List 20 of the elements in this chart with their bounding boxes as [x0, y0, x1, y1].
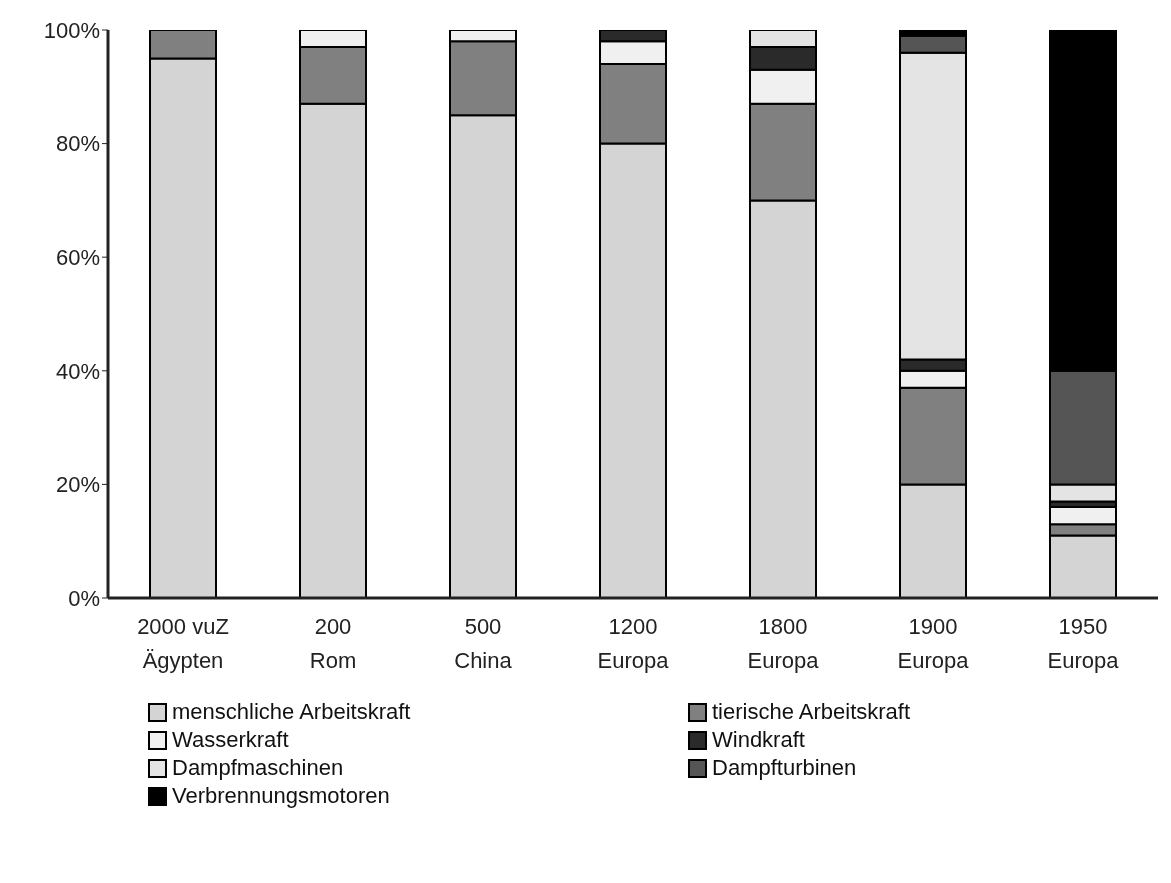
x-tick-label: 1950 Europa	[1047, 614, 1120, 673]
x-tick-label: 1200 Europa	[597, 614, 670, 673]
legend-label: Wasserkraft	[172, 726, 289, 754]
legend-label: Verbrennungsmotoren	[172, 782, 390, 810]
legend-label: Dampfturbinen	[712, 754, 857, 782]
legend-label: Dampfmaschinen	[172, 754, 344, 782]
x-tick-label: 200 Rom	[309, 614, 357, 673]
x-tick-label: 2000 vuZ Ägypten	[137, 614, 229, 673]
y-tick-label: 20%	[55, 472, 100, 498]
y-tick-label: 0%	[68, 585, 100, 611]
y-tick-label: 60%	[55, 245, 100, 271]
x-tick-label: 1900 Europa	[897, 614, 970, 673]
legend-label: menschliche Arbeitskraft	[172, 698, 411, 726]
x-tick-label: 1800 Europa	[747, 614, 820, 673]
legend-label: Windkraft	[712, 726, 805, 754]
legend-label: tierische Arbeitskraft	[712, 698, 911, 726]
x-tick-label: 500 China	[454, 614, 513, 673]
y-tick-label: 80%	[55, 131, 100, 157]
y-tick-label: 100%	[43, 17, 100, 43]
y-tick-label: 40%	[55, 358, 100, 384]
